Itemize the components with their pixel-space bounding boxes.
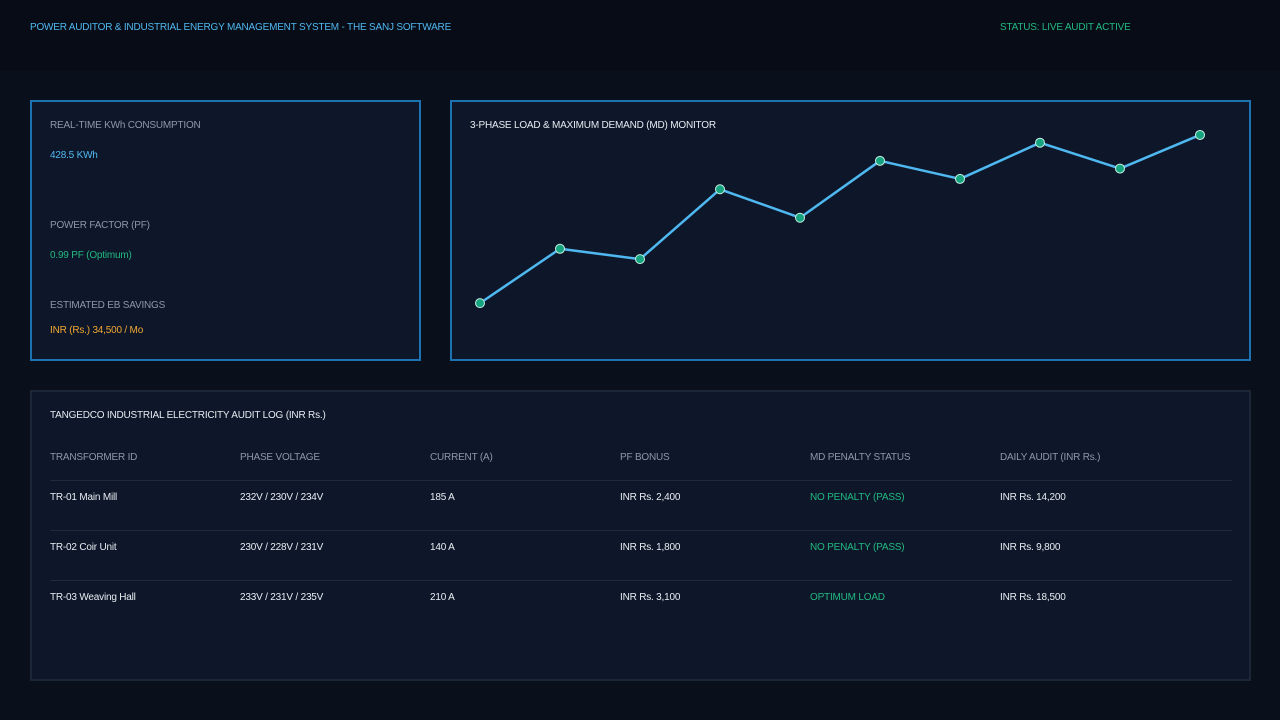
- load-data-point-8: [1035, 137, 1045, 148]
- col-header-daily-audit: DAILY AUDIT (INR Rs.): [1000, 452, 1101, 463]
- cell-current: 185 A: [430, 492, 455, 503]
- col-header-current: CURRENT (A): [430, 452, 493, 463]
- cell-current: 210 A: [430, 592, 455, 603]
- load-data-point-3: [635, 254, 645, 265]
- cell-current: 140 A: [430, 542, 455, 553]
- col-header-transformer-id: TRANSFORMER ID: [50, 452, 138, 463]
- load-data-point-2: [555, 243, 565, 254]
- cell-pf-bonus: INR Rs. 2,400: [620, 492, 681, 503]
- kpi-panel: REAL-TIME KWh CONSUMPTION 428.5 KWh POWE…: [30, 100, 421, 361]
- col-header-phase-voltage: PHASE VOLTAGE: [240, 452, 320, 463]
- top-bar: POWER AUDITOR & INDUSTRIAL ENERGY MANAGE…: [0, 0, 1280, 71]
- savings-value: INR (Rs.) 34,500 / Mo: [50, 325, 144, 336]
- power-factor-label: POWER FACTOR (PF): [50, 220, 150, 231]
- cell-transformer-id: TR-03 Weaving Hall: [50, 592, 136, 603]
- load-data-point-7: [955, 173, 965, 184]
- load-data-point-10: [1195, 129, 1205, 140]
- row-divider: [50, 580, 1232, 581]
- col-header-md-penalty-status: MD PENALTY STATUS: [810, 452, 911, 463]
- load-monitor-panel: 3-PHASE LOAD & MAXIMUM DEMAND (MD) MONIT…: [450, 100, 1251, 361]
- cell-phase-voltage: 232V / 230V / 234V: [240, 492, 324, 503]
- cell-pf-bonus: INR Rs. 3,100: [620, 592, 681, 603]
- status-indicator: STATUS: LIVE AUDIT ACTIVE: [1000, 22, 1131, 33]
- cell-md-penalty-status: NO PENALTY (PASS): [810, 492, 905, 503]
- load-data-point-5: [795, 212, 805, 223]
- cell-daily-audit: INR Rs. 9,800: [1000, 542, 1061, 553]
- cell-pf-bonus: INR Rs. 1,800: [620, 542, 681, 553]
- load-data-point-1: [475, 298, 485, 309]
- cell-transformer-id: TR-02 Coir Unit: [50, 542, 117, 553]
- load-data-point-9: [1115, 163, 1125, 174]
- audit-log-title: TANGEDCO INDUSTRIAL ELECTRICITY AUDIT LO…: [50, 410, 326, 421]
- power-factor-value: 0.99 PF (Optimum): [50, 250, 132, 261]
- row-divider: [50, 480, 1232, 481]
- cell-phase-voltage: 233V / 231V / 235V: [240, 592, 324, 603]
- cell-md-penalty-status: OPTIMUM LOAD: [810, 592, 885, 603]
- load-line-chart: [475, 129, 1205, 309]
- col-header-pf-bonus: PF BONUS: [620, 452, 670, 463]
- cell-transformer-id: TR-01 Main Mill: [50, 492, 118, 503]
- cell-phase-voltage: 230V / 228V / 231V: [240, 542, 324, 553]
- chart-title: 3-PHASE LOAD & MAXIMUM DEMAND (MD) MONIT…: [470, 120, 716, 131]
- audit-log-panel: TANGEDCO INDUSTRIAL ELECTRICITY AUDIT LO…: [30, 390, 1251, 681]
- cell-daily-audit: INR Rs. 14,200: [1000, 492, 1066, 503]
- cell-daily-audit: INR Rs. 18,500: [1000, 592, 1066, 603]
- row-divider: [50, 530, 1232, 531]
- app-title: POWER AUDITOR & INDUSTRIAL ENERGY MANAGE…: [30, 22, 452, 33]
- consumption-value: 428.5 KWh: [50, 150, 98, 161]
- consumption-label: REAL-TIME KWh CONSUMPTION: [50, 120, 201, 131]
- load-series-line: [479, 133, 1201, 305]
- cell-md-penalty-status: NO PENALTY (PASS): [810, 542, 905, 553]
- savings-label: ESTIMATED EB SAVINGS: [50, 300, 166, 311]
- load-data-point-6: [875, 155, 885, 166]
- load-data-point-4: [715, 184, 725, 195]
